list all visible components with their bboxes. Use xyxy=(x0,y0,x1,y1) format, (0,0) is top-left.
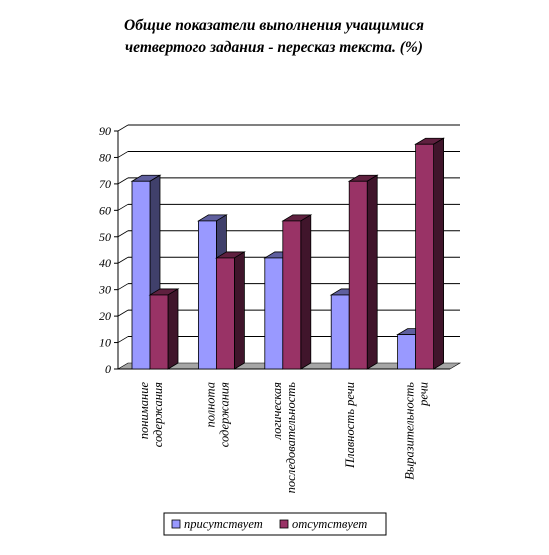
gridline-diagonal xyxy=(117,283,129,291)
bar-front-face xyxy=(131,180,151,370)
y-tick-label: 10 xyxy=(99,336,111,350)
legend-swatch xyxy=(171,519,181,529)
category-label: полнота xyxy=(203,382,217,428)
bar-side-face xyxy=(300,214,312,370)
y-axis-ticks: 0 10 20 30 40 50 60 70 80 90 xyxy=(98,124,119,376)
gridline-diagonal xyxy=(117,177,129,185)
gridline-diagonal xyxy=(117,151,129,158)
bar xyxy=(281,214,313,370)
bar-side-face xyxy=(167,288,179,370)
bar-front-face xyxy=(397,334,417,370)
bar-front-face xyxy=(197,220,217,370)
chart-title-line: четвертого задания - пересказ текста. (%… xyxy=(125,39,423,56)
y-tick-label: 0 xyxy=(105,362,111,376)
bar xyxy=(347,174,379,370)
bar-side-face xyxy=(433,137,445,370)
bar-side-face xyxy=(366,174,378,370)
bar-front-face xyxy=(264,257,284,370)
bar-front-face xyxy=(330,294,350,370)
legend-swatch xyxy=(279,519,289,529)
category-label: содержания xyxy=(151,382,165,447)
bars xyxy=(130,137,446,370)
bar-front-face xyxy=(348,180,368,370)
y-tick-label: 70 xyxy=(99,177,111,191)
bar xyxy=(148,288,180,370)
gridline-diagonal xyxy=(117,203,129,211)
y-tick-label: 60 xyxy=(99,203,111,217)
y-tick-label: 30 xyxy=(98,283,111,297)
chart-title-line: Общие показатели выполнения учащимися xyxy=(124,17,424,34)
legend: присутствует отсутствует xyxy=(163,512,387,536)
gridline-diagonal xyxy=(117,336,129,343)
bar-front-face xyxy=(282,220,302,370)
y-tick-label: 80 xyxy=(99,150,111,164)
category-label: последовательность xyxy=(284,382,298,494)
gridline-diagonal xyxy=(117,230,129,238)
y-tick-label: 90 xyxy=(99,124,111,138)
legend-box xyxy=(163,512,387,536)
y-tick-label: 20 xyxy=(99,309,111,323)
bar-front-face xyxy=(415,143,435,370)
category-label: речи xyxy=(417,382,431,407)
category-label: понимание xyxy=(137,382,151,440)
bar-side-face xyxy=(233,251,245,370)
bar xyxy=(214,251,246,370)
category-label: логическая xyxy=(270,382,284,441)
y-tick-label: 40 xyxy=(99,256,111,270)
y-tick-label: 50 xyxy=(99,230,111,244)
gridline-diagonal xyxy=(117,124,129,132)
gridline-diagonal xyxy=(117,256,129,264)
chart-title: Общие показатели выполнения учащимися чет… xyxy=(124,17,424,56)
gridline-diagonal xyxy=(117,309,129,317)
legend-label: присутствует xyxy=(184,517,263,531)
bar-front-face xyxy=(215,257,235,370)
category-label: содержания xyxy=(217,382,231,447)
legend-label: отсутствует xyxy=(292,517,367,531)
bar xyxy=(414,137,446,370)
bar-front-face xyxy=(149,294,169,370)
category-labels: понимание содержания полнота содержания логи… xyxy=(137,382,431,494)
category-label: Плавность речи xyxy=(343,382,357,469)
category-label: Выразительность xyxy=(403,382,417,480)
